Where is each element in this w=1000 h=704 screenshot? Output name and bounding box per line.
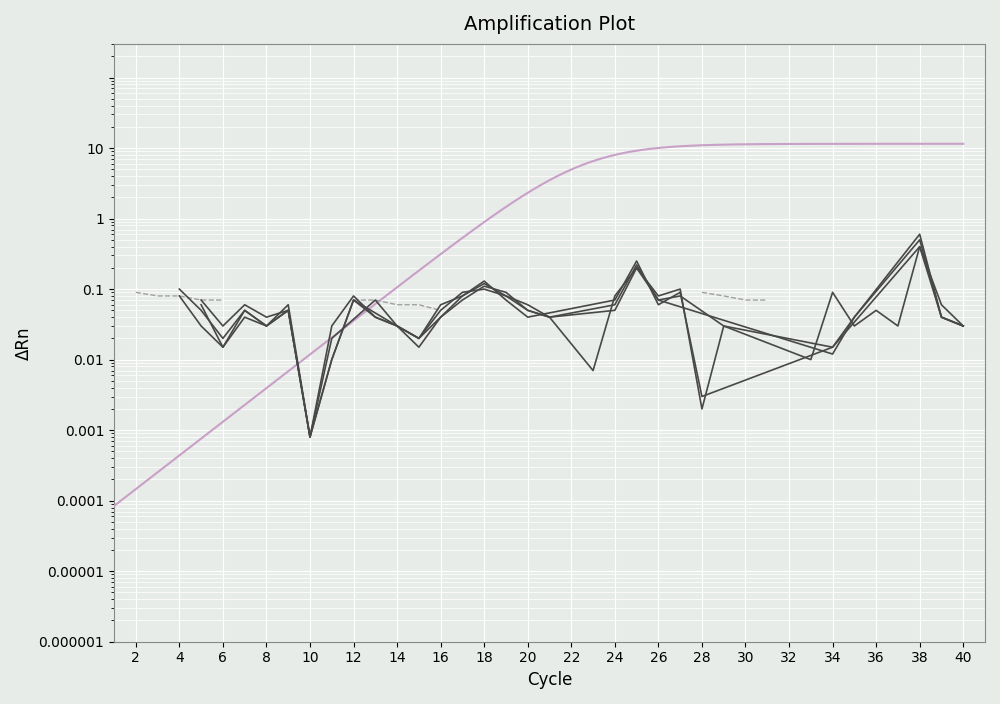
Y-axis label: ΔRn: ΔRn — [15, 326, 33, 360]
X-axis label: Cycle: Cycle — [527, 671, 572, 689]
Title: Amplification Plot: Amplification Plot — [464, 15, 635, 34]
